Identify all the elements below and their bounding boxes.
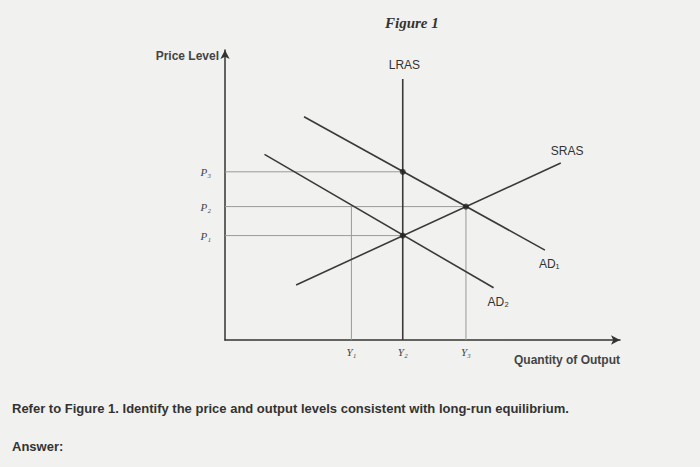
svg-text:LRAS: LRAS (389, 58, 420, 72)
svg-text:Y₃: Y₃ (461, 346, 471, 358)
svg-text:Y₂: Y₂ (398, 346, 408, 358)
svg-text:P₁: P₁ (199, 230, 211, 242)
svg-text:P₃: P₃ (199, 166, 211, 178)
svg-text:Figure 1: Figure 1 (384, 15, 439, 31)
svg-text:Price Level: Price Level (156, 49, 219, 63)
svg-text:P₂: P₂ (199, 201, 211, 213)
svg-text:Answer:: Answer: (12, 439, 63, 454)
svg-text:AD₁: AD₁ (539, 257, 560, 271)
svg-text:Quantity of Output: Quantity of Output (514, 353, 620, 367)
svg-text:AD₂: AD₂ (488, 295, 510, 309)
svg-text:Y₁: Y₁ (346, 346, 356, 358)
svg-text:SRAS: SRAS (551, 144, 584, 158)
svg-text:Refer to Figure 1. Identify th: Refer to Figure 1. Identify the price an… (12, 401, 569, 416)
